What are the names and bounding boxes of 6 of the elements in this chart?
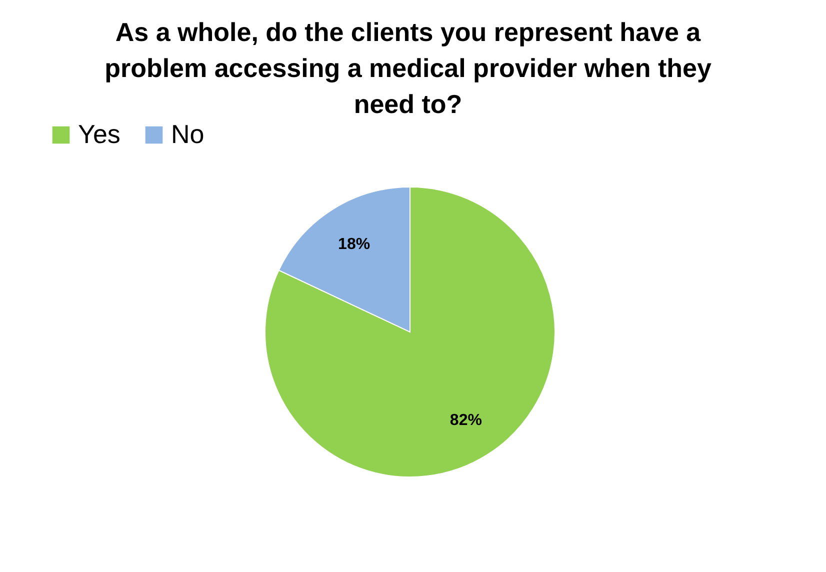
chart-title: As a whole, do the clients you represent have a problem accessing a medical provider when they need to? [104, 17, 712, 119]
data-label: 18% [338, 236, 370, 253]
legend-label: Yes [78, 119, 120, 149]
legend-label: No [171, 119, 204, 149]
data-label: 82% [450, 412, 482, 430]
pie-slice [264, 186, 556, 478]
